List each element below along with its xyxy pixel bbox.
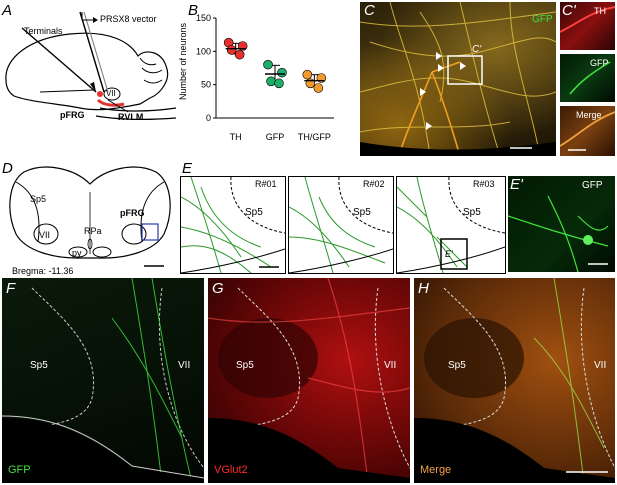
neuron-count-chart: 0 50 100 150 TH GFP TH/GFP: [196, 13, 334, 142]
rat-tracing-2: R#02 Sp5: [288, 176, 394, 274]
panel-f-letter: F: [6, 280, 16, 297]
rat-1-sp5: Sp5: [245, 207, 263, 218]
x-tick-label: TH/GFP: [298, 132, 331, 142]
sp5-label-d: Sp5: [30, 194, 47, 204]
bregma-label: Bregma: -11.36: [12, 266, 74, 276]
rvlm-label-a: RVLM: [118, 112, 144, 122]
panel-c-letter: C: [364, 2, 375, 19]
data-point: [302, 69, 313, 80]
pfrg-label-a: pFRG: [60, 110, 85, 120]
panel-c-prime-gfp-label: GFP: [590, 58, 609, 68]
panel-c-gfp-label: GFP: [532, 14, 553, 25]
y-tick-label: 100: [196, 46, 211, 56]
panel-e-inset-label: E': [445, 249, 453, 259]
rat-2-sp5: Sp5: [353, 207, 371, 218]
panel-e-prime-letter: E': [510, 176, 523, 193]
panel-g-sp5: Sp5: [236, 360, 254, 371]
panel-d-letter: D: [2, 160, 13, 177]
rat-3-label: R#03: [473, 179, 495, 189]
panel-h-micrograph: H Sp5 VII Merge: [414, 278, 615, 483]
panel-e-letter: E: [182, 160, 193, 177]
panel-b-letter: B: [188, 2, 199, 19]
panel-g-letter: G: [212, 280, 224, 297]
panel-h-vii: VII: [594, 360, 607, 371]
data-point: [226, 45, 237, 55]
vii-label-a: VII: [106, 89, 116, 98]
data-point: [266, 76, 276, 87]
data-point: [277, 67, 287, 78]
panel-f-micrograph: F Sp5 VII GFP: [2, 278, 204, 483]
rat-1-label: R#01: [255, 179, 277, 189]
terminals-label: Terminals: [24, 26, 63, 36]
y-tick-label: 50: [201, 80, 211, 90]
x-tick-label: GFP: [266, 132, 285, 142]
panel-f-channel: GFP: [8, 464, 31, 476]
rat-2-label: R#02: [363, 179, 385, 189]
fiber-overlay: [360, 2, 556, 156]
panel-g-vii: VII: [384, 360, 397, 371]
rat-3-sp5: Sp5: [463, 207, 481, 218]
panel-f-sp5: Sp5: [30, 360, 48, 371]
rat-tracing-1: R#01 Sp5: [180, 176, 286, 274]
sagittal-brain-diagram: [5, 11, 177, 120]
chart-ylabel: Number of neurons: [178, 22, 188, 100]
panel-g-channel: VGlut2: [214, 464, 248, 476]
y-tick-label: 0: [206, 113, 211, 123]
panel-c-prime-th-label: TH: [594, 6, 606, 16]
panel-c-prime-th: C' TH: [560, 2, 615, 50]
panel-c-prime-gfp: GFP: [560, 54, 615, 102]
panel-f-vii: VII: [178, 360, 191, 371]
panel-c-prime-letter: C': [562, 2, 576, 19]
x-tick-label: TH: [230, 132, 242, 142]
panel-h-sp5: Sp5: [448, 360, 466, 371]
panel-a-letter: A: [2, 2, 13, 19]
panel-h-letter: H: [418, 280, 429, 297]
vector-label: PRSX8 vector: [100, 14, 157, 24]
py-label-d: py: [72, 248, 82, 258]
vii-label-d: VII: [39, 230, 51, 240]
panel-e-prime-gfp-label: GFP: [582, 180, 603, 191]
rat-tracing-3: R#03 Sp5 E': [396, 176, 506, 274]
panel-c-inset-label: C': [472, 44, 482, 55]
panel-h-channel: Merge: [420, 464, 452, 476]
panel-c-prime-merge-label: Merge: [576, 110, 602, 120]
data-point: [313, 83, 324, 93]
panel-c-prime-merge: Merge: [560, 106, 615, 156]
panel-c-micrograph: C GFP C': [360, 2, 556, 156]
coronal-brainstem-diagram: [9, 166, 171, 267]
panel-g-micrograph: G Sp5 VII VGlut2: [208, 278, 410, 483]
pfrg-label-d: pFRG: [120, 208, 145, 218]
data-point: [234, 49, 245, 60]
y-tick-label: 150: [196, 13, 211, 23]
data-point: [263, 59, 273, 70]
panel-e-prime-micrograph: E' GFP: [508, 176, 615, 272]
data-point: [274, 78, 284, 89]
rpa-label-d: RPa: [84, 226, 102, 236]
